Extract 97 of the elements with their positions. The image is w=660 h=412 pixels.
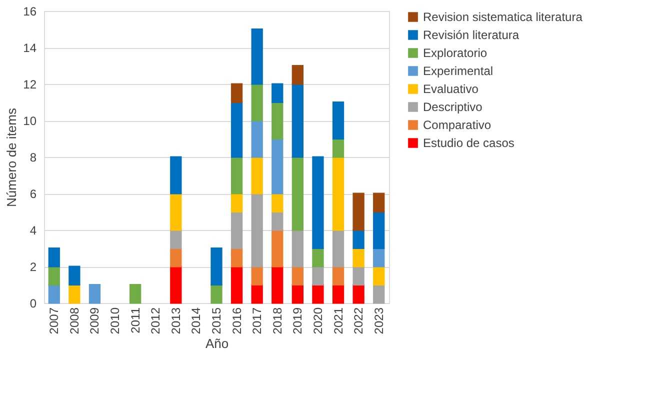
- bar: [130, 284, 142, 304]
- bar: [170, 248, 182, 268]
- y-tick-label: 0: [30, 296, 37, 310]
- bar: [312, 248, 324, 268]
- bar: [251, 284, 263, 304]
- bar: [373, 284, 385, 304]
- bar: [210, 248, 222, 286]
- bar: [251, 28, 263, 85]
- bar: [48, 284, 60, 304]
- bar: [230, 248, 243, 268]
- bar: [230, 266, 243, 304]
- x-tick-label: 2008: [67, 307, 82, 334]
- x-tick-label: 2017: [250, 307, 264, 334]
- bar: [230, 211, 243, 249]
- bar: [68, 284, 80, 304]
- bar: [292, 65, 304, 85]
- bar: [272, 266, 284, 304]
- x-tick-label: 2007: [47, 307, 62, 334]
- bar: [251, 156, 263, 194]
- bar: [272, 138, 284, 194]
- y-tick-label: 4: [30, 224, 37, 238]
- legend-label: Exploratorio: [423, 46, 488, 60]
- bar: [332, 284, 344, 304]
- bar: [332, 138, 344, 158]
- bar: [230, 192, 243, 212]
- bar: [332, 156, 344, 231]
- bar: [332, 229, 344, 268]
- x-tick-label: 2016: [230, 307, 244, 334]
- bar: [251, 83, 263, 122]
- bar: [230, 156, 243, 194]
- bar: [373, 266, 385, 286]
- bar: [292, 266, 304, 286]
- y-axis-title: Número de items: [4, 108, 20, 207]
- x-tick-label: 2020: [310, 307, 325, 334]
- bar: [170, 156, 182, 194]
- x-tick-label: 2013: [168, 307, 183, 334]
- x-tick-label: 2021: [331, 307, 346, 334]
- bar: [352, 192, 364, 231]
- x-tick-label: 2015: [210, 307, 224, 334]
- bar: [251, 266, 263, 286]
- bar: [312, 266, 324, 286]
- bar: [373, 192, 385, 212]
- y-tick-label: 6: [30, 187, 37, 201]
- x-tick-label: 2012: [148, 307, 163, 334]
- bar: [312, 284, 324, 304]
- y-tick-label: 2: [30, 260, 37, 274]
- bar: [68, 266, 80, 286]
- bar: [210, 284, 222, 304]
- x-tick-label: 2023: [372, 307, 386, 334]
- bar: [332, 266, 344, 286]
- legend-label: Revision sistematica literatura: [423, 10, 583, 24]
- bar: [272, 102, 284, 140]
- bar: [332, 102, 344, 140]
- bar: [230, 83, 243, 103]
- legend-label: Estudio de casos: [423, 136, 514, 150]
- legend-label: Comparativo: [423, 118, 492, 132]
- bar: [170, 266, 182, 304]
- bar: [251, 192, 263, 268]
- bar: [170, 229, 182, 249]
- bar: [48, 266, 60, 286]
- y-tick-label: 16: [23, 4, 37, 18]
- bar: [373, 211, 385, 249]
- bar: [272, 229, 284, 268]
- legend-label: Descriptivo: [423, 100, 483, 114]
- bar: [230, 102, 243, 158]
- bar: [312, 156, 324, 249]
- bar: [373, 248, 385, 268]
- bar: [352, 248, 364, 268]
- bar: [292, 83, 304, 158]
- x-tick-label: 2014: [189, 307, 204, 334]
- bar: [352, 266, 364, 286]
- x-tick-label: 2011: [128, 307, 142, 334]
- y-tick-label: 10: [23, 114, 37, 128]
- x-tick-label: 2009: [88, 307, 102, 334]
- bar: [292, 156, 304, 231]
- y-tick-label: 14: [23, 41, 37, 55]
- bar: [352, 229, 364, 249]
- x-tick-label: 2019: [290, 307, 305, 334]
- legend-label: Evaluativo: [423, 82, 479, 96]
- bar: [48, 248, 60, 268]
- bar: [170, 192, 182, 231]
- legend-label: Experimental: [423, 64, 494, 78]
- y-tick-label: 8: [30, 150, 37, 164]
- x-tick-label: 2010: [108, 307, 122, 334]
- bar: [272, 83, 284, 103]
- bar: [251, 120, 263, 158]
- legend-label: Revisión literatura: [423, 28, 520, 42]
- bar: [272, 211, 284, 231]
- x-tick-label: 2022: [352, 307, 366, 334]
- bar: [292, 284, 304, 304]
- x-tick-label: 2018: [270, 307, 284, 334]
- bar: [272, 192, 284, 212]
- bar: [88, 284, 101, 304]
- x-axis-title: Año: [205, 336, 229, 352]
- y-tick-label: 12: [23, 78, 37, 92]
- bar: [292, 229, 304, 268]
- bar: [352, 284, 364, 304]
